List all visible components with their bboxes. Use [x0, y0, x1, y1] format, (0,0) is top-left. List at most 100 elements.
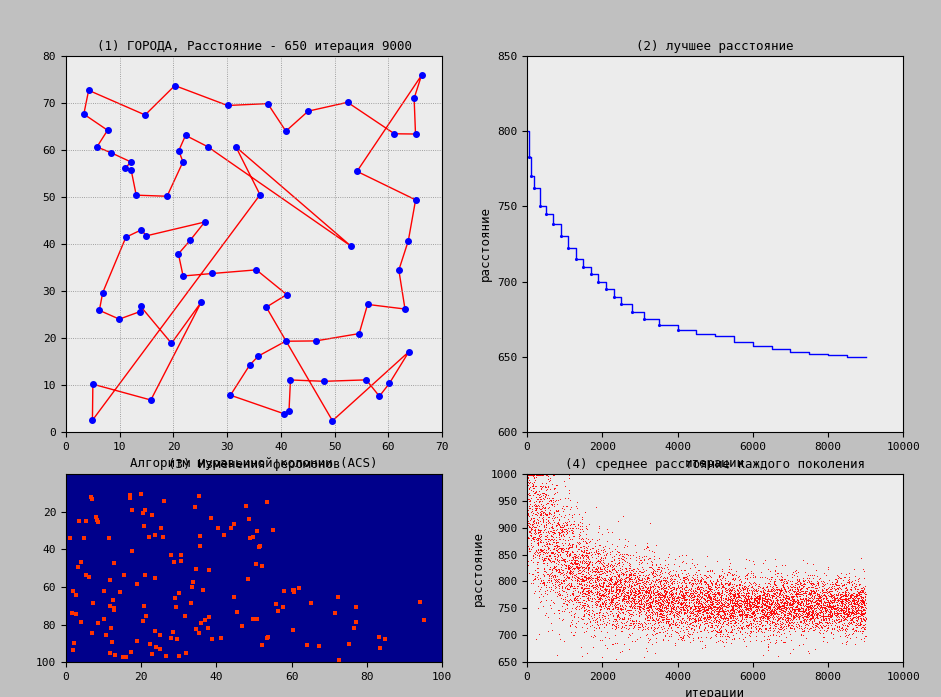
- Point: [600, 573, 615, 584]
- Point: [612, 611, 627, 622]
- Point: [804, 577, 819, 588]
- Point: [663, 578, 678, 589]
- Point: [827, 595, 842, 606]
- Point: [714, 595, 729, 606]
- Point: [804, 615, 819, 627]
- Point: [576, 546, 591, 558]
- Point: [766, 604, 781, 615]
- Point: [612, 549, 627, 560]
- Point: [786, 594, 801, 605]
- Point: [646, 585, 661, 597]
- Point: [629, 596, 644, 607]
- Point: [613, 565, 628, 576]
- Point: [650, 613, 665, 625]
- Point: [712, 574, 727, 585]
- Point: [560, 545, 575, 556]
- Point: [789, 594, 805, 605]
- Point: [751, 598, 766, 609]
- Point: [615, 607, 630, 618]
- Point: [791, 588, 806, 599]
- Point: [574, 574, 589, 585]
- Point: [579, 549, 594, 560]
- Point: [739, 620, 754, 631]
- Point: [582, 576, 597, 587]
- Point: [817, 608, 832, 619]
- Point: [847, 608, 862, 619]
- Point: [636, 594, 651, 605]
- Point: [536, 487, 551, 498]
- Point: [657, 588, 672, 599]
- Point: [611, 588, 626, 599]
- Point: [785, 618, 800, 629]
- Point: [663, 585, 678, 597]
- Point: [810, 600, 825, 611]
- Point: [762, 610, 777, 621]
- Point: [741, 592, 756, 604]
- Point: [618, 600, 633, 611]
- Point: [687, 591, 702, 602]
- Point: [746, 611, 761, 622]
- Point: [686, 591, 701, 602]
- Point: [634, 577, 649, 588]
- Point: [603, 575, 618, 586]
- Point: [588, 563, 603, 574]
- Point: [804, 604, 819, 615]
- Point: [541, 553, 556, 564]
- Point: [535, 546, 550, 558]
- Point: [701, 598, 716, 609]
- Point: [818, 611, 833, 622]
- Point: [594, 593, 609, 604]
- Point: [784, 614, 799, 625]
- Point: [564, 577, 579, 588]
- Point: [840, 608, 855, 620]
- Point: [545, 526, 560, 537]
- Point: [582, 577, 598, 588]
- Point: [535, 590, 550, 602]
- Point: [550, 588, 566, 599]
- Point: [636, 576, 651, 588]
- Point: [739, 611, 754, 622]
- Point: [792, 606, 807, 617]
- Point: [837, 599, 852, 610]
- Point: [592, 589, 607, 600]
- Point: [635, 623, 650, 634]
- Point: [782, 615, 797, 626]
- Point: [612, 595, 627, 606]
- Point: [575, 514, 590, 525]
- Point: [841, 592, 856, 604]
- Point: [659, 601, 674, 612]
- Point: [724, 595, 739, 606]
- Point: [727, 573, 742, 584]
- Point: [548, 571, 563, 582]
- Point: [728, 569, 743, 580]
- Point: [551, 542, 566, 553]
- Point: [826, 578, 841, 589]
- Point: [801, 588, 816, 599]
- Point: [538, 482, 553, 493]
- Point: [692, 602, 707, 613]
- Point: [806, 569, 821, 581]
- Point: [575, 573, 590, 584]
- Point: [584, 574, 599, 585]
- Point: [738, 581, 753, 592]
- Point: [636, 544, 651, 555]
- Point: [819, 612, 834, 623]
- Point: [623, 574, 638, 585]
- Point: [677, 590, 692, 602]
- Point: [742, 630, 757, 641]
- Point: [601, 591, 616, 602]
- Point: [623, 569, 638, 580]
- Point: [759, 597, 774, 608]
- Point: [620, 536, 635, 547]
- Point: [844, 590, 859, 601]
- Point: [767, 618, 782, 629]
- Point: [609, 586, 624, 597]
- Point: [565, 564, 580, 575]
- Point: [643, 590, 658, 601]
- Point: [827, 607, 842, 618]
- Point: [721, 585, 736, 597]
- Point: [713, 612, 728, 623]
- Point: [647, 597, 662, 608]
- Point: [829, 569, 844, 581]
- Point: [668, 604, 683, 615]
